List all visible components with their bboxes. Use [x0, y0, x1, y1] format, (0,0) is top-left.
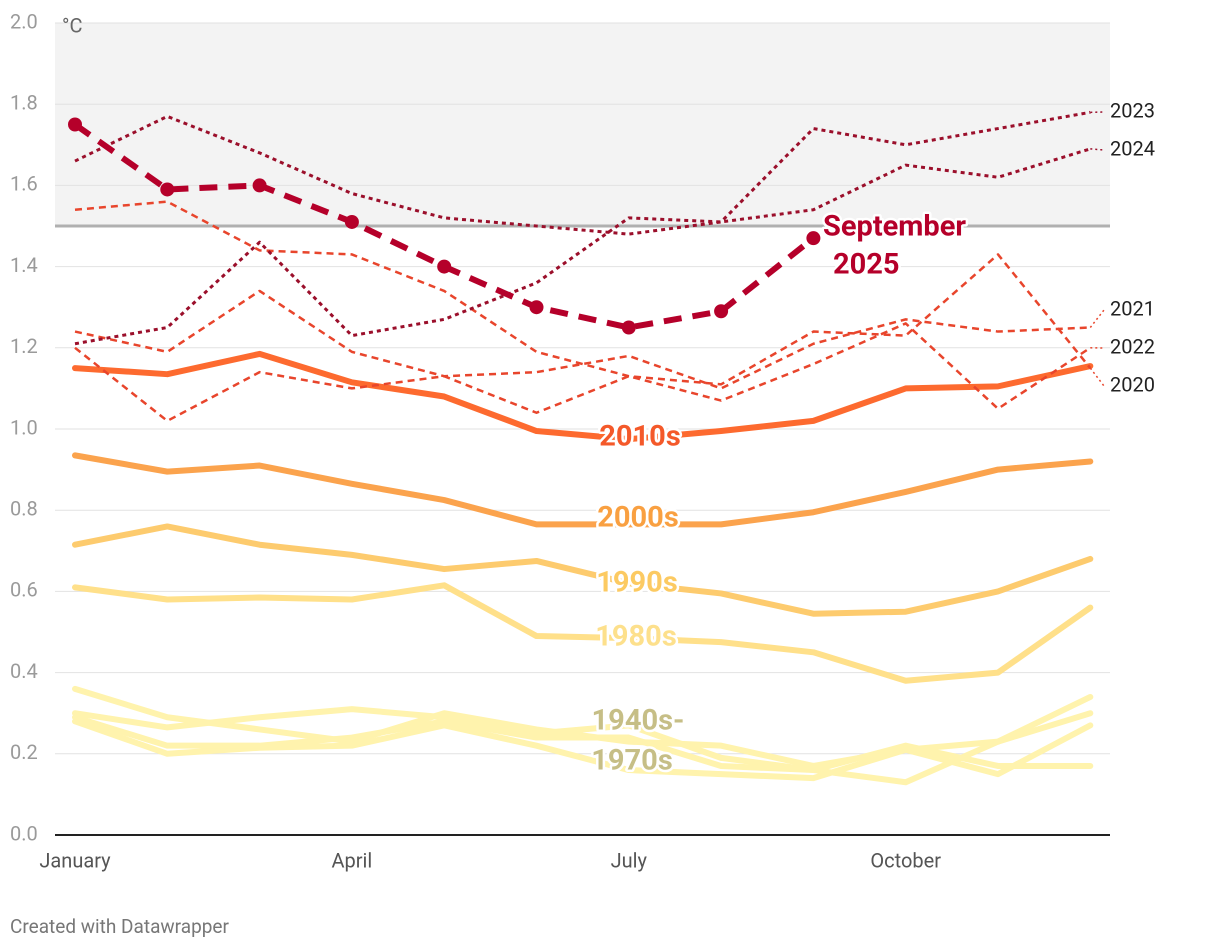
y-tick-label: 1.8 [10, 90, 38, 114]
point [806, 231, 821, 246]
y-tick-label: 0.8 [10, 496, 38, 520]
x-tick-label: October [870, 848, 941, 872]
series-line [72, 523, 1094, 617]
point [344, 214, 359, 229]
y-tick-label: 1.6 [10, 172, 38, 196]
series-label: 2020 [1110, 372, 1155, 396]
series-line [72, 350, 1094, 443]
point [621, 320, 636, 335]
footer: Created with Datawrapper [10, 915, 229, 938]
series-line [74, 200, 1092, 386]
y-tick-label: 0.2 [10, 740, 38, 764]
series-label: 2023 [1110, 98, 1155, 122]
point [437, 259, 452, 274]
label-connector [1089, 367, 1105, 387]
series-label: 2000s [597, 501, 678, 535]
point [529, 300, 544, 315]
series-label: 1980s [595, 620, 676, 654]
x-tick-label: January [39, 848, 111, 872]
y-tick-label: 1.2 [10, 334, 38, 358]
point [252, 178, 267, 193]
y-tick-label: 0.4 [10, 659, 38, 683]
point [714, 304, 729, 319]
point [160, 182, 175, 197]
group-label: 1970s [591, 744, 672, 778]
series-line [74, 110, 1091, 236]
y-tick-label: 1.0 [10, 415, 38, 439]
unit-label: °C [62, 13, 83, 37]
series-line [72, 714, 1094, 774]
series-line [72, 452, 1094, 528]
threshold-band [55, 23, 1110, 226]
y-tick-label: 1.4 [10, 253, 38, 277]
y-tick-label: 0.0 [10, 821, 38, 845]
series-label: 2025 [833, 248, 900, 282]
x-tick-label: April [332, 848, 373, 872]
y-tick-label: 2.0 [10, 9, 38, 33]
label-connector [1089, 309, 1105, 328]
series-label: 2022 [1110, 334, 1155, 358]
group-label: 1940s- [592, 704, 685, 738]
series-line [74, 289, 1091, 390]
point [68, 117, 82, 132]
series-line [72, 693, 1094, 786]
series-label: 2021 [1110, 296, 1155, 320]
series-label: 1990s [596, 566, 677, 600]
label-connector [1090, 148, 1105, 151]
series-label: September [823, 210, 966, 244]
x-tick-label: July [611, 848, 648, 872]
series-line [72, 582, 1094, 684]
series-line [74, 322, 1091, 423]
series-label: 2010s [599, 420, 680, 454]
series-line [74, 147, 1091, 346]
series-label: 2024 [1110, 136, 1155, 160]
y-tick-label: 0.6 [10, 578, 38, 602]
